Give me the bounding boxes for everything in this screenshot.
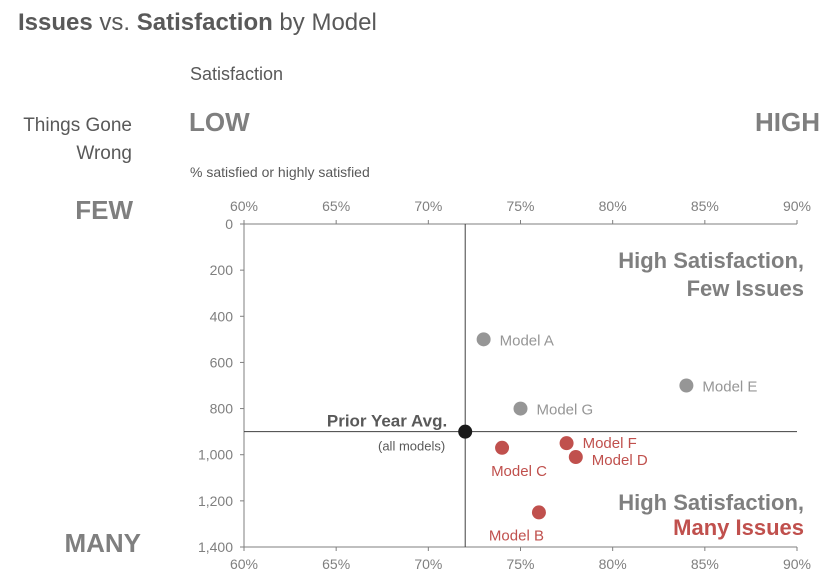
data-point	[476, 332, 491, 347]
x-tick-label-bottom: 90%	[783, 556, 811, 572]
quadrant-bottom-line2: Many Issues	[673, 515, 804, 540]
data-point-label: Model C	[491, 463, 547, 480]
x-tick-label-top: 75%	[506, 198, 534, 214]
data-point	[568, 450, 583, 465]
x-tick-label-top: 85%	[691, 198, 719, 214]
data-point	[531, 505, 546, 520]
x-tick-label-top: 65%	[322, 198, 350, 214]
y-tick-label: 400	[210, 308, 234, 324]
data-point	[679, 378, 694, 393]
y-tick-label: 0	[225, 216, 233, 232]
avg-point	[458, 424, 473, 439]
data-point	[513, 401, 528, 416]
data-point-label: Model F	[583, 435, 637, 452]
x-tick-label-bottom: 65%	[322, 556, 350, 572]
quadrant-top-line1: High Satisfaction,	[618, 248, 804, 273]
data-point	[495, 440, 510, 455]
title-vs: vs.	[92, 9, 137, 36]
low-label: LOW	[189, 107, 250, 137]
x-tick-label-top: 70%	[414, 198, 442, 214]
data-point-label: Model E	[702, 379, 757, 396]
avg-sublabel: (all models)	[378, 439, 445, 454]
y-tick-label: 1,200	[198, 493, 233, 509]
many-label: MANY	[64, 528, 141, 558]
title-issues: Issues	[18, 9, 93, 36]
data-point-label: Model A	[500, 332, 554, 349]
x-tick-label-bottom: 80%	[599, 556, 627, 572]
y-tick-label: 600	[210, 354, 234, 370]
x-tick-label-bottom: 75%	[506, 556, 534, 572]
quadrant-top-line2: Few Issues	[687, 276, 804, 301]
high-label: HIGH	[755, 107, 820, 137]
data-point-label: Model D	[592, 452, 648, 469]
x-tick-label-top: 90%	[783, 198, 811, 214]
data-point	[559, 436, 574, 451]
few-label: FEW	[75, 195, 133, 225]
x-tick-label-top: 80%	[599, 198, 627, 214]
x-tick-label-bottom: 85%	[691, 556, 719, 572]
y-header-line2: Wrong	[76, 143, 132, 164]
title-by-model: by Model	[272, 9, 377, 36]
title-satisfaction: Satisfaction	[136, 9, 273, 36]
y-header: Things Gone Wrong	[23, 112, 132, 168]
y-tick-label: 1,000	[198, 447, 233, 463]
x-tick-label-bottom: 60%	[230, 556, 258, 572]
x-tick-label-bottom: 70%	[414, 556, 442, 572]
x-unit-label: % satisfied or highly satisfied	[190, 164, 370, 180]
chart-title: Issues vs. Satisfaction by Model	[18, 9, 377, 37]
avg-label: Prior Year Avg.	[327, 412, 447, 431]
y-tick-label: 200	[210, 262, 234, 278]
x-header: Satisfaction	[190, 64, 284, 84]
quadrant-bottom-line1: High Satisfaction,	[618, 490, 804, 515]
data-point-label: Model B	[489, 527, 544, 544]
y-tick-label: 800	[210, 401, 234, 417]
y-header-line1: Things Gone	[23, 115, 132, 136]
x-tick-label-top: 60%	[230, 198, 258, 214]
y-tick-label: 1,400	[198, 539, 233, 555]
data-point-label: Model G	[537, 402, 594, 419]
